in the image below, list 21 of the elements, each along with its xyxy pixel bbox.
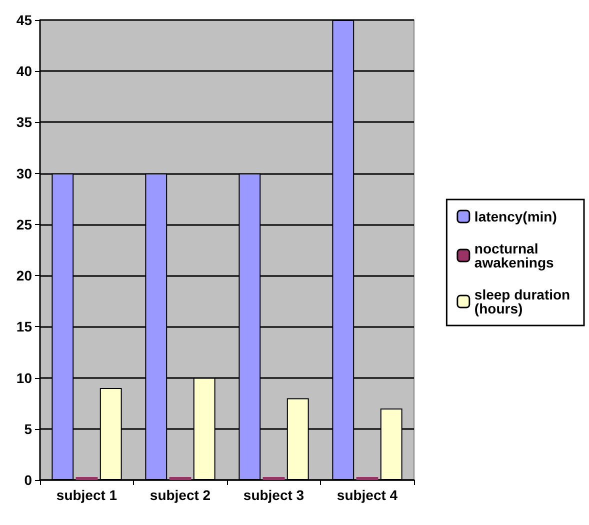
y-tick-label: 0 <box>24 472 32 488</box>
legend-label: latency(min) <box>474 208 557 224</box>
x-tick-label: subject 4 <box>336 487 398 503</box>
legend-label: sleep duration (hours) <box>474 286 574 316</box>
y-tick-label: 35 <box>16 114 32 130</box>
bar <box>356 477 378 480</box>
y-tick-label: 10 <box>16 370 32 386</box>
y-tick-label: 40 <box>16 63 32 80</box>
y-tick-label: 30 <box>16 165 32 182</box>
y-tick-label: 45 <box>16 12 32 28</box>
bar <box>76 477 98 480</box>
y-tick-label: 15 <box>16 318 32 335</box>
legend-label: nocturnal awakenings <box>474 240 554 270</box>
x-tick-label: subject 1 <box>56 487 118 503</box>
y-tick-label: 20 <box>16 268 32 284</box>
y-tick-label: 5 <box>24 420 32 437</box>
bar <box>262 477 285 480</box>
x-tick-label: subject 2 <box>150 487 211 503</box>
y-tick-label: 25 <box>16 216 32 232</box>
x-tick-label: subject 3 <box>243 487 304 503</box>
bar <box>169 477 192 480</box>
